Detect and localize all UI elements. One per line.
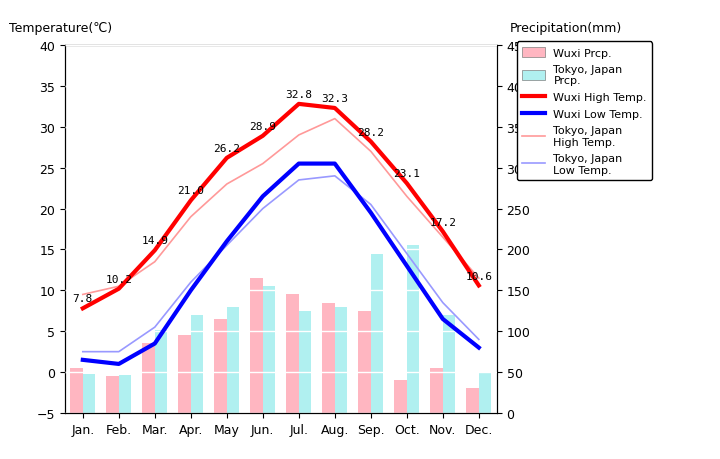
Text: 28.2: 28.2: [357, 127, 384, 137]
Text: 32.8: 32.8: [285, 90, 312, 100]
Text: 14.9: 14.9: [141, 236, 168, 246]
Bar: [299, 311, 311, 413]
Bar: [359, 311, 371, 413]
Bar: [443, 315, 455, 413]
Bar: [371, 254, 383, 413]
Bar: [227, 307, 239, 413]
Text: 10.6: 10.6: [465, 271, 492, 281]
Bar: [407, 246, 419, 413]
Legend: Wuxi Prcp., Tokyo, Japan
Prcp., Wuxi High Temp., Wuxi Low Temp., Tokyo, Japan
Hi: Wuxi Prcp., Tokyo, Japan Prcp., Wuxi Hig…: [517, 42, 652, 181]
Text: 23.1: 23.1: [393, 169, 420, 179]
Bar: [335, 307, 347, 413]
Bar: [155, 330, 167, 413]
Text: Precipitation(mm): Precipitation(mm): [510, 22, 622, 35]
Bar: [142, 344, 155, 413]
Bar: [466, 389, 479, 413]
Text: 32.3: 32.3: [321, 94, 348, 104]
Text: Temperature(℃): Temperature(℃): [9, 22, 112, 35]
Text: 17.2: 17.2: [429, 217, 456, 227]
Bar: [263, 286, 275, 413]
Bar: [179, 336, 191, 413]
Bar: [394, 381, 407, 413]
Bar: [107, 376, 119, 413]
Bar: [119, 375, 131, 413]
Bar: [191, 315, 203, 413]
Text: 28.9: 28.9: [249, 122, 276, 132]
Text: 21.0: 21.0: [177, 186, 204, 196]
Bar: [479, 372, 491, 413]
Text: 7.8: 7.8: [73, 294, 93, 304]
Bar: [83, 374, 95, 413]
Bar: [287, 295, 299, 413]
Bar: [430, 368, 443, 413]
Bar: [71, 368, 83, 413]
Bar: [215, 319, 227, 413]
Bar: [251, 279, 263, 413]
Text: 10.2: 10.2: [105, 274, 132, 284]
Text: 26.2: 26.2: [213, 144, 240, 154]
Bar: [323, 303, 335, 413]
